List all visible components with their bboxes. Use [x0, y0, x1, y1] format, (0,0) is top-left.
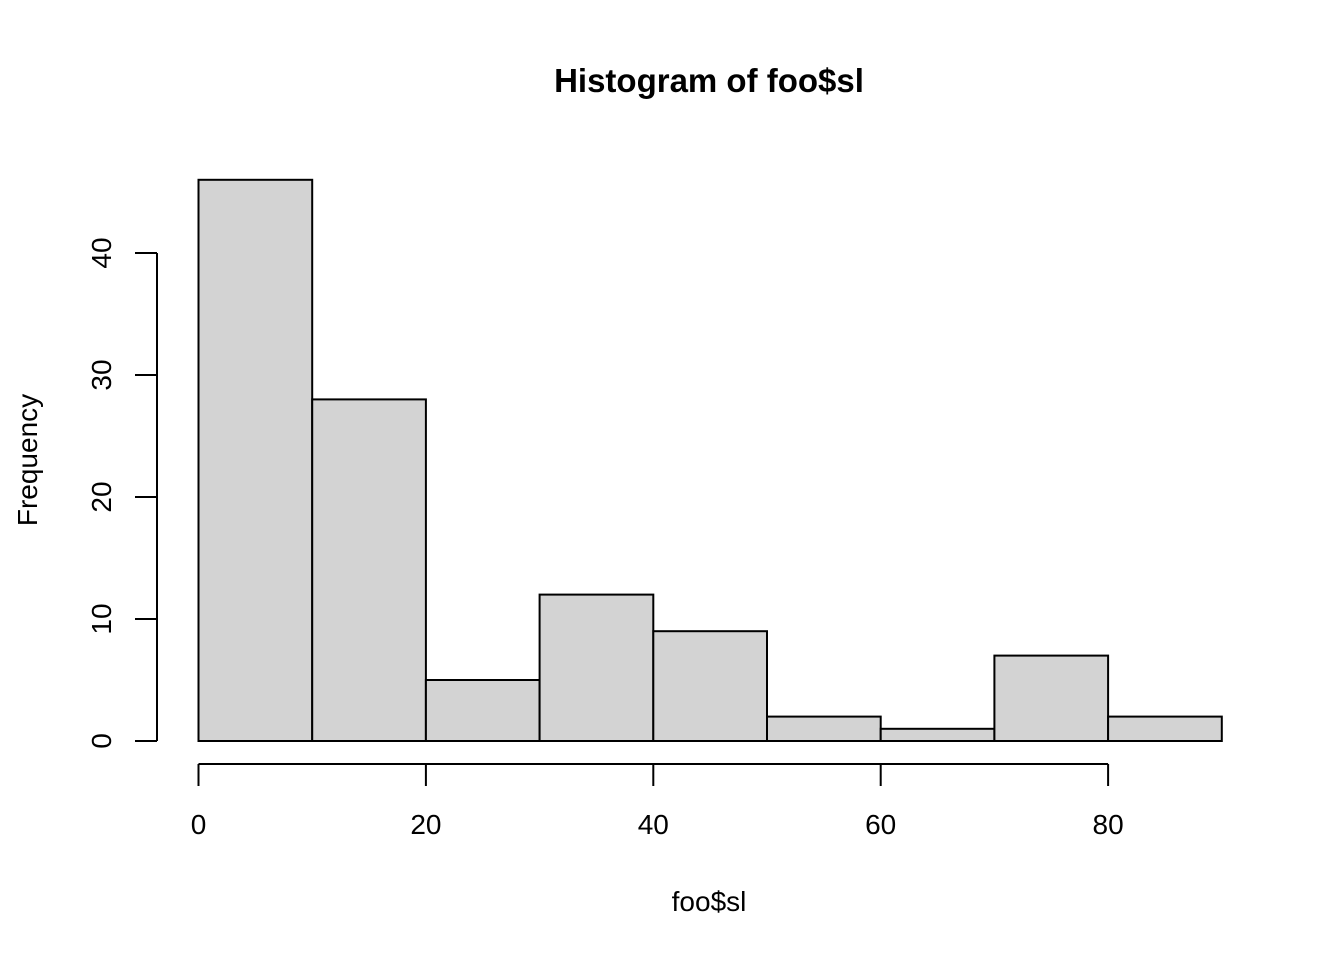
x-tick-label-80: 80 — [1093, 809, 1124, 840]
x-tick-label-60: 60 — [865, 809, 896, 840]
histogram-bar-10-20 — [311, 398, 427, 742]
histogram-bar-0-10 — [197, 178, 314, 743]
y-axis-label: Frequency — [12, 394, 43, 526]
histogram-bar-80-90 — [1107, 715, 1223, 742]
histogram-bar-70-80 — [993, 654, 1110, 742]
histogram-bar-50-60 — [766, 715, 882, 742]
x-axis: 0 20 40 60 80 — [191, 763, 1124, 840]
y-tick-label-30: 30 — [86, 359, 117, 390]
x-tick-label-0: 0 — [191, 809, 207, 840]
chart-title: Histogram of foo$sl — [554, 62, 864, 99]
x-tick-label-20: 20 — [410, 809, 441, 840]
bars-group — [197, 178, 1223, 743]
histogram-bar-40-50 — [652, 630, 768, 743]
y-tick-label-0: 0 — [86, 733, 117, 749]
y-axis: 0 10 20 30 40 — [86, 237, 158, 749]
y-tick-label-10: 10 — [86, 603, 117, 634]
y-tick-label-40: 40 — [86, 237, 117, 268]
histogram-bar-60-70 — [879, 727, 996, 742]
x-axis-label: foo$sl — [672, 886, 747, 917]
x-tick-label-40: 40 — [638, 809, 669, 840]
histogram-bar-20-30 — [424, 679, 541, 742]
histogram-bar-30-40 — [538, 593, 655, 742]
y-tick-label-20: 20 — [86, 481, 117, 512]
